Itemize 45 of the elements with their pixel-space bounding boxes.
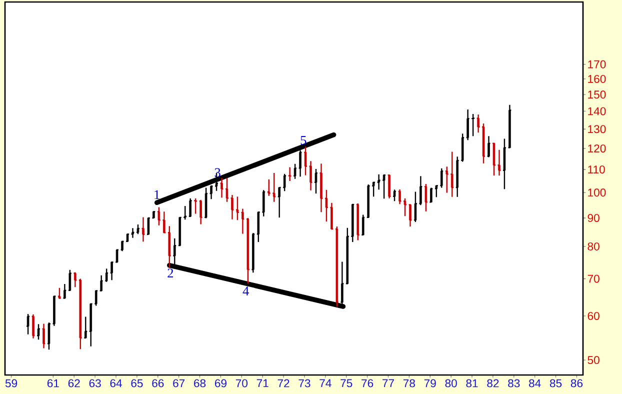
x-tick-label: 73 xyxy=(298,379,310,388)
y-tick-label: 60 xyxy=(588,312,600,320)
y-tick-label: 120 xyxy=(588,144,606,152)
x-tick-label: 64 xyxy=(110,379,122,388)
y-tick-label: 70 xyxy=(588,274,600,283)
y-tick-label: 150 xyxy=(588,90,606,99)
annotation: 1 xyxy=(154,190,160,200)
x-tick-label: 66 xyxy=(152,379,164,388)
x-tick-label: 62 xyxy=(68,379,80,388)
y-tick-label: 170 xyxy=(588,60,606,68)
x-tick-label: 75 xyxy=(340,379,352,388)
y-tick-label: 140 xyxy=(588,107,606,116)
x-tick-label: 59 xyxy=(5,379,18,388)
x-tick-label: 85 xyxy=(550,379,562,388)
y-tick-label: 50 xyxy=(588,356,600,364)
x-tick-label: 78 xyxy=(403,379,415,388)
x-tick-label: 79 xyxy=(424,379,436,388)
annotation: 5 xyxy=(300,136,306,145)
x-tick-label: 71 xyxy=(256,379,268,388)
x-tick-label: 81 xyxy=(466,379,478,388)
x-tick-label: 76 xyxy=(362,379,374,388)
x-tick-label: 69 xyxy=(214,379,226,388)
y-tick-label: 160 xyxy=(588,74,606,83)
x-tick-label: 74 xyxy=(320,379,332,388)
x-tick-label: 63 xyxy=(89,379,101,388)
y-tick-label: 90 xyxy=(588,214,600,222)
annotation: 3 xyxy=(214,168,220,178)
x-tick-label: 84 xyxy=(529,379,541,388)
x-tick-label: 68 xyxy=(194,379,206,388)
x-tick-label: 65 xyxy=(131,379,143,388)
x-tick-label: 67 xyxy=(173,379,185,388)
y-tick-label: 80 xyxy=(588,242,600,250)
x-tick-label: 72 xyxy=(278,379,290,388)
x-tick-label: 80 xyxy=(445,379,457,388)
y-tick-label: 110 xyxy=(588,165,605,174)
y-tick-label: 100 xyxy=(588,188,606,197)
x-tick-label: 70 xyxy=(236,379,248,388)
annotation: 4 xyxy=(242,286,249,296)
x-tick-label: 83 xyxy=(508,379,520,388)
x-tick-label: 82 xyxy=(487,379,499,388)
x-tick-label: 61 xyxy=(47,379,59,388)
y-tick-label: 130 xyxy=(588,125,606,134)
x-tick-label: 86 xyxy=(570,379,583,388)
x-tick-label: 77 xyxy=(382,379,394,388)
annotation: 2 xyxy=(168,268,174,278)
